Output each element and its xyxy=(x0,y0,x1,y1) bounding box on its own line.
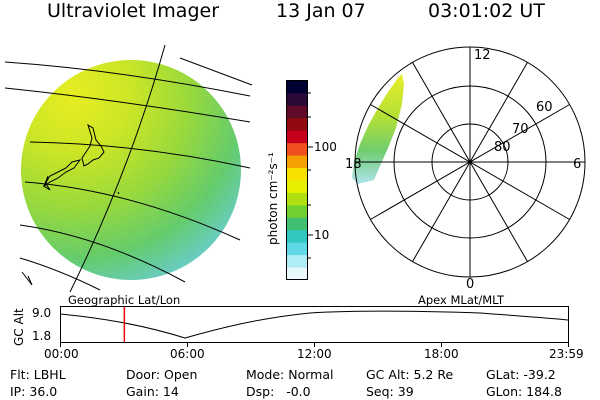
colorbar-band xyxy=(286,155,308,169)
timeline-y-label: GC Alt xyxy=(12,308,26,346)
timeline-ytick-1-8: 1.8 xyxy=(32,329,52,343)
timeline-xtick-1200: 12:00 xyxy=(297,347,332,361)
right-panel-caption: Apex MLat/MLT xyxy=(418,293,505,307)
seq-status: Seq: 39 xyxy=(366,384,414,399)
speckle-texture xyxy=(21,60,241,280)
colorbar-band xyxy=(286,254,308,268)
timeline-x-ticks xyxy=(60,342,569,347)
glat-status: GLat: -39.2 xyxy=(486,367,556,382)
left-panel-caption: Geographic Lat/Lon xyxy=(68,293,181,307)
colorbar-band xyxy=(286,217,308,231)
polar-mlt-panel: 12 18 6 0 60 70 80 xyxy=(345,46,586,292)
title-bar: Ultraviolet Imager 13 Jan 07 03:01:02 UT xyxy=(0,0,600,24)
dsp-status: Dsp: -0.0 xyxy=(246,384,311,399)
mlt-label-12: 12 xyxy=(474,48,491,63)
colorbar-band xyxy=(286,142,308,156)
colorbar-scale xyxy=(286,80,308,280)
altitude-curve xyxy=(60,310,569,339)
colorbar-label-10: 10 xyxy=(314,228,330,242)
colorbar-band xyxy=(286,180,308,193)
longitude-line xyxy=(69,44,166,292)
time-label: 03:01:02 UT xyxy=(428,0,545,22)
latitude-line xyxy=(4,61,251,97)
colorbar-band xyxy=(286,117,308,131)
colorbar-band xyxy=(286,267,308,280)
timeline-plot xyxy=(60,306,569,347)
latitude-line xyxy=(179,57,253,86)
timeline-xtick-0000: 00:00 xyxy=(44,347,79,361)
timeline-xtick-1800: 18:00 xyxy=(424,347,459,361)
colorbar-frame xyxy=(286,80,308,280)
timeline-xtick-0600: 06:00 xyxy=(170,347,205,361)
colorbar-band xyxy=(286,167,308,181)
colorbar xyxy=(286,80,308,280)
mlat-label-60: 60 xyxy=(536,100,553,115)
latitude-line xyxy=(29,141,251,169)
colorbar-unit-label: photon cm⁻²s⁻¹ xyxy=(266,152,280,245)
timeline-ytick-9: 9.0 xyxy=(32,306,52,320)
timeline-frame xyxy=(60,306,569,343)
latitude-line xyxy=(19,224,186,283)
filter-status: Flt: LBHL xyxy=(10,367,66,382)
mode-status: Mode: Normal xyxy=(246,367,334,382)
mlt-meridian xyxy=(370,104,570,220)
mlt-label-6: 6 xyxy=(573,157,581,172)
latitude-line xyxy=(24,181,241,241)
colorbar-band xyxy=(286,92,308,106)
colorbar-band xyxy=(286,105,308,119)
gc-alt-status: GC Alt: 5.2 Re xyxy=(366,367,454,382)
timeline-xtick-2359: 23:59 xyxy=(549,347,584,361)
door-status: Door: Open xyxy=(126,367,198,382)
ip-status: IP: 36.0 xyxy=(10,384,58,399)
instrument-title: Ultraviolet Imager xyxy=(47,0,220,22)
glon-status: GLon: 184.8 xyxy=(486,384,562,399)
longitude-line xyxy=(21,271,33,286)
colorbar-band xyxy=(286,192,308,206)
mlt-label-18: 18 xyxy=(345,157,362,172)
colorbar-band xyxy=(286,204,308,218)
mlat-label-80: 80 xyxy=(494,140,511,155)
polar-grid xyxy=(354,46,586,278)
new-zealand-coastline xyxy=(42,123,120,195)
colorbar-band xyxy=(286,130,308,144)
date-label: 13 Jan 07 xyxy=(276,0,366,22)
colorbar-band xyxy=(286,242,308,256)
latitude-line xyxy=(4,87,251,123)
latitude-line xyxy=(19,257,101,291)
latlon-grid xyxy=(4,44,253,292)
mlt-label-0: 0 xyxy=(466,277,474,292)
geographic-image-panel xyxy=(4,44,253,292)
gain-status: Gain: 14 xyxy=(126,384,179,399)
mlat-label-70: 70 xyxy=(512,122,529,137)
colorbar-band xyxy=(286,80,308,94)
polar-labels: 12 18 6 0 60 70 80 xyxy=(345,48,581,292)
colorbar-label-100: 100 xyxy=(314,140,337,154)
colorbar-ticks xyxy=(308,92,313,259)
colorbar-band xyxy=(286,229,308,243)
